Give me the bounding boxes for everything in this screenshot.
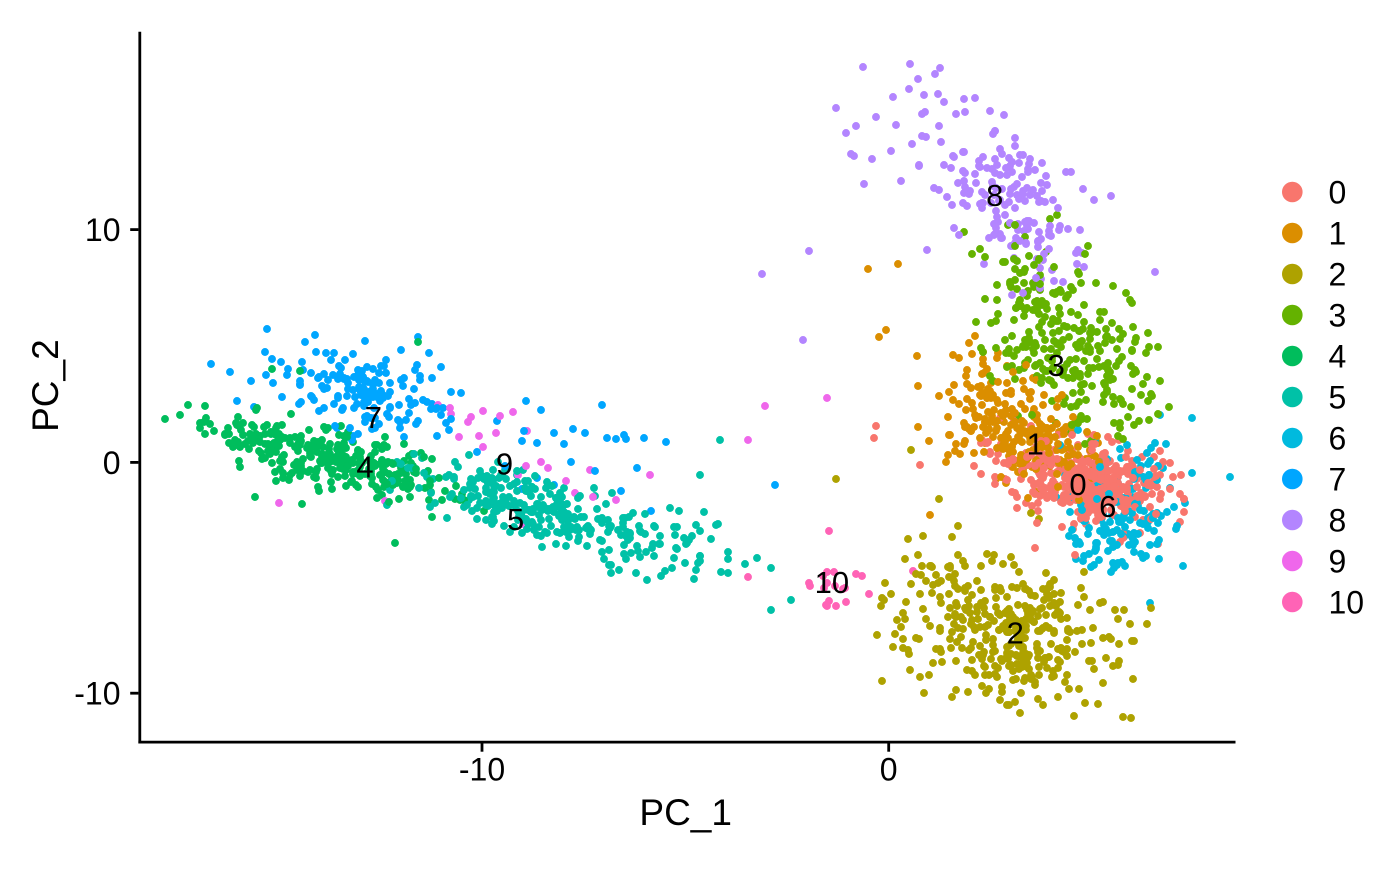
svg-text:PC_1: PC_1 xyxy=(639,792,732,833)
svg-text:-10: -10 xyxy=(74,676,120,712)
svg-text:3: 3 xyxy=(1048,348,1065,383)
svg-text:9: 9 xyxy=(496,447,513,482)
svg-text:4: 4 xyxy=(356,450,373,485)
svg-text:5: 5 xyxy=(1329,379,1347,415)
svg-text:10: 10 xyxy=(85,212,121,248)
svg-text:9: 9 xyxy=(1329,543,1347,579)
svg-text:7: 7 xyxy=(1329,461,1347,497)
svg-text:10: 10 xyxy=(815,565,849,600)
svg-text:10: 10 xyxy=(1329,584,1365,620)
svg-text:6: 6 xyxy=(1329,420,1347,456)
svg-text:1: 1 xyxy=(1027,426,1044,461)
svg-text:PC_2: PC_2 xyxy=(25,339,66,432)
svg-text:7: 7 xyxy=(365,400,382,435)
svg-text:8: 8 xyxy=(1329,502,1347,538)
svg-text:0: 0 xyxy=(1329,174,1347,210)
svg-text:-10: -10 xyxy=(459,752,505,788)
svg-text:1: 1 xyxy=(1329,215,1347,251)
svg-text:5: 5 xyxy=(507,502,524,537)
svg-text:6: 6 xyxy=(1099,489,1116,524)
svg-text:4: 4 xyxy=(1329,338,1347,374)
svg-text:0: 0 xyxy=(880,752,898,788)
svg-text:0: 0 xyxy=(103,445,121,481)
svg-text:3: 3 xyxy=(1329,297,1347,333)
svg-text:2: 2 xyxy=(1007,616,1024,651)
svg-text:0: 0 xyxy=(1069,467,1086,502)
svg-text:2: 2 xyxy=(1329,256,1347,292)
svg-text:8: 8 xyxy=(986,178,1003,213)
